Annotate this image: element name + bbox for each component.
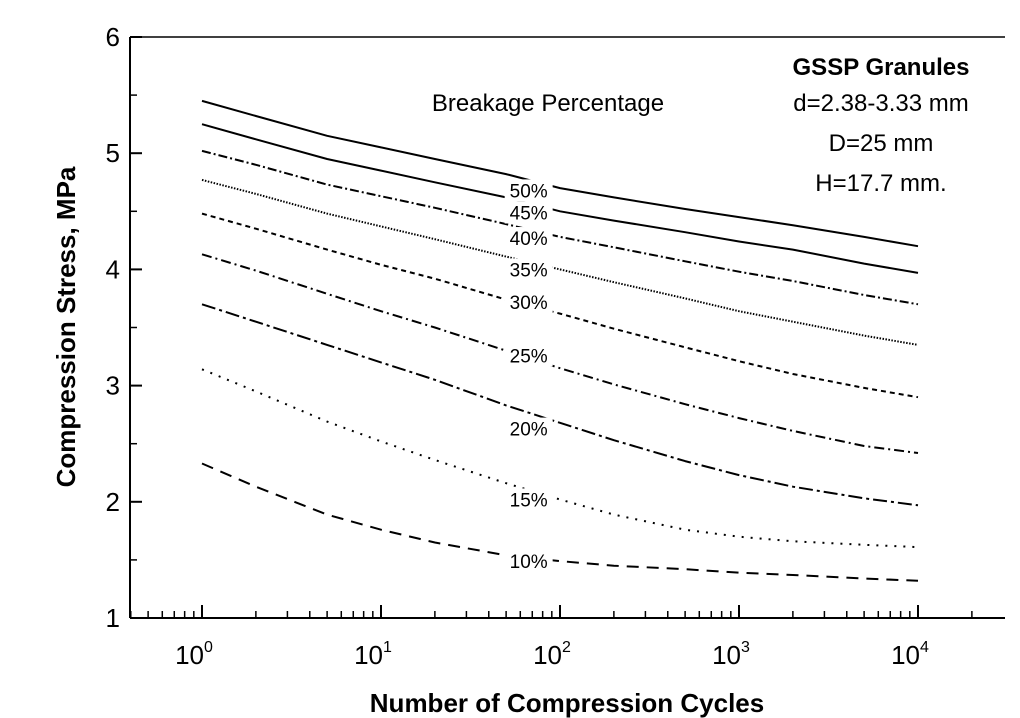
series-label-bg	[504, 417, 553, 440]
series-label-30pct: 30%	[510, 293, 548, 314]
series-line-15pct	[201, 368, 919, 549]
y-tick-label: 3	[106, 371, 120, 401]
series-label-10pct: 10%	[510, 552, 548, 573]
y-tick-label: 4	[106, 254, 120, 284]
y-tick-label: 5	[106, 138, 120, 168]
annotation-title: GSSP Granules	[793, 54, 970, 81]
series-label-bg	[504, 201, 553, 224]
series-line-35pct	[201, 178, 919, 346]
series-line-25pct	[201, 253, 919, 454]
series-lines	[201, 99, 919, 582]
series-label-bg	[504, 550, 553, 573]
series-label-40pct: 40%	[510, 229, 548, 250]
series-line-30pct	[201, 212, 919, 399]
annotation-height: H=17.7 mm.	[815, 170, 946, 197]
y-tick-label: 2	[106, 487, 120, 517]
x-tick-label: 104	[891, 639, 929, 670]
series-label-bg	[504, 258, 553, 281]
series-label-bg	[504, 344, 553, 367]
series-label-35pct: 35%	[510, 260, 548, 281]
series-label-bg	[504, 488, 553, 511]
series-label-50pct: 50%	[510, 181, 548, 202]
x-tick-label: 101	[354, 639, 392, 670]
series-label-25pct: 25%	[510, 346, 548, 367]
y-tick-label: 6	[106, 22, 120, 52]
series-labels: 50%45% 40% 35% 30% 25% 20% 15% 10%	[504, 179, 553, 573]
series-line-45pct	[201, 123, 919, 274]
series-line-50pct	[201, 99, 919, 248]
x-tick-label: 100	[175, 639, 213, 670]
series-label-15pct: 15%	[510, 490, 548, 511]
series-line-10pct	[201, 462, 919, 582]
series-line-20pct	[201, 303, 919, 507]
series-label-bg	[504, 290, 553, 313]
x-tick-label: 102	[533, 639, 571, 670]
y-tick-label: 1	[106, 603, 120, 633]
legend-title: Breakage Percentage	[432, 90, 664, 117]
annotation-diameter: D=25 mm	[829, 130, 934, 157]
annotation-grain-size: d=2.38-3.33 mm	[793, 90, 968, 117]
y-axis-title: Compression Stress, MPa	[51, 166, 81, 487]
series-label-20pct: 20%	[510, 420, 548, 441]
x-tick-label: 103	[712, 639, 750, 670]
series-label-45pct: 45%	[510, 203, 548, 224]
series-label-bg	[504, 227, 553, 250]
series-label-bg	[504, 179, 553, 202]
x-axis-title: Number of Compression Cycles	[370, 688, 764, 718]
axes: 1 2 3 4 5 6 100 101 102 103 104	[106, 22, 1005, 670]
